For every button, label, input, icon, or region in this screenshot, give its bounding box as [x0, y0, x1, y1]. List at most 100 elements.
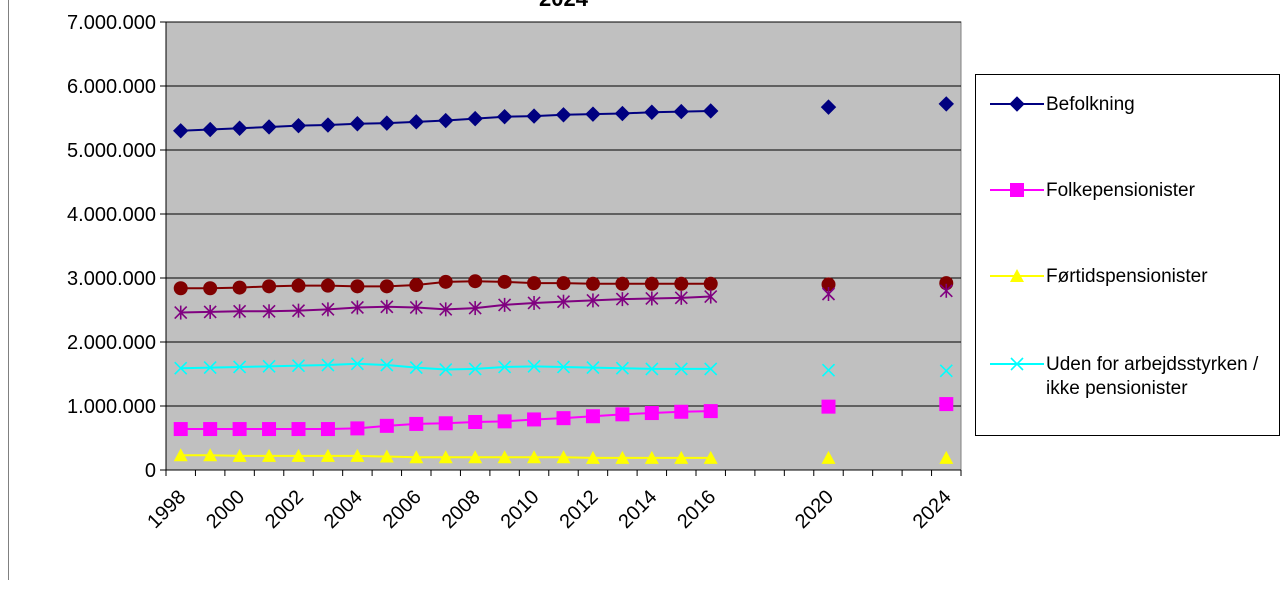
data-point: [1010, 183, 1024, 197]
data-point: [320, 278, 335, 293]
data-point: [291, 448, 306, 462]
data-point: [349, 116, 366, 132]
data-point: [644, 406, 659, 421]
data-point-stroke: [645, 362, 659, 376]
data-point: [585, 450, 600, 464]
data-point-stroke: [233, 360, 247, 374]
data-point-stroke: [556, 360, 571, 374]
data-point: [615, 276, 630, 291]
data-point: [526, 108, 542, 124]
data-point: [380, 358, 394, 372]
x-tick-label: 2000: [202, 486, 249, 533]
data-point: [380, 299, 394, 314]
data-point-stroke: [939, 364, 953, 378]
chart-title: 2024: [539, 0, 589, 11]
data-point: [556, 411, 571, 426]
data-point: [644, 104, 660, 120]
data-point-stroke: [321, 358, 335, 372]
data-point: [291, 303, 306, 318]
data-point: [703, 276, 718, 291]
data-point: [173, 123, 189, 139]
data-point: [438, 274, 453, 289]
data-point: [350, 421, 365, 436]
data-point: [614, 105, 631, 122]
data-point: [1010, 269, 1024, 282]
y-tick-label: 4.000.000: [67, 204, 156, 226]
x-tick-label: 2020: [791, 486, 838, 533]
data-point: [409, 361, 423, 375]
data-point: [556, 294, 571, 309]
data-point-stroke: [380, 358, 394, 372]
data-point: [203, 304, 217, 319]
data-point: [438, 112, 454, 129]
data-point: [468, 274, 483, 289]
data-point: [468, 362, 482, 376]
x-tick-label: 2010: [497, 486, 544, 533]
data-point: [262, 448, 277, 462]
x-tick-label: 2004: [320, 486, 367, 533]
data-point: [645, 362, 659, 376]
data-point: [203, 281, 218, 296]
data-point: [409, 300, 423, 315]
data-point: [555, 107, 572, 123]
data-point: [173, 422, 188, 437]
data-point: [350, 357, 364, 371]
data-point: [645, 291, 659, 306]
data-point: [262, 304, 276, 319]
x-tick-label: 2002: [261, 486, 308, 533]
x-tick-label: 2016: [673, 486, 720, 533]
series-2: [173, 397, 954, 437]
data-point: [585, 106, 601, 122]
data-point: [1009, 96, 1025, 112]
data-point: [527, 412, 542, 427]
y-tick-label: 3.000.000: [67, 268, 156, 290]
data-point: [379, 279, 394, 294]
data-point: [438, 450, 453, 464]
data-point: [615, 361, 629, 375]
data-point: [321, 302, 335, 317]
y-tick-label: 5.000.000: [67, 140, 156, 162]
data-point-stroke: [586, 361, 600, 375]
data-point: [468, 415, 483, 429]
data-point: [1010, 357, 1024, 371]
data-point: [320, 448, 335, 462]
data-point: [939, 364, 953, 378]
data-point: [203, 422, 218, 437]
data-point: [497, 450, 512, 464]
data-point: [674, 276, 689, 291]
data-point: [820, 99, 837, 115]
y-tick-label: 1.000.000: [67, 396, 156, 418]
legend-item: Befolkning: [988, 93, 1135, 117]
data-point: [704, 362, 718, 376]
legend-label: Uden for arbejdsstyrken / ikke pensionis…: [1046, 354, 1259, 399]
data-point: [674, 404, 689, 419]
data-point: [350, 279, 365, 294]
x-tick-label: 1998: [143, 486, 190, 533]
data-point: [497, 274, 512, 289]
plot-area: [165, 21, 962, 471]
data-point: [468, 301, 482, 316]
series-4: [174, 357, 953, 378]
data-point: [350, 448, 365, 462]
data-point: [644, 450, 659, 464]
data-point: [379, 115, 395, 131]
data-point: [468, 450, 483, 464]
data-point: [615, 450, 630, 464]
data-point-stroke: [821, 363, 836, 377]
data-point: [821, 363, 836, 377]
data-point: [174, 305, 188, 320]
data-point-stroke: [291, 359, 306, 373]
data-point: [320, 117, 336, 133]
data-point: [379, 449, 394, 463]
data-point: [232, 280, 247, 295]
series-3: [173, 448, 954, 464]
data-point: [556, 360, 571, 374]
data-point: [232, 448, 247, 462]
legend-item: Folkepensionister: [988, 179, 1195, 203]
data-point: [674, 450, 689, 464]
legend-swatch: [990, 96, 1044, 112]
legend-swatch: [990, 269, 1044, 282]
data-point: [821, 277, 836, 292]
y-tick-label: 0: [145, 460, 156, 482]
